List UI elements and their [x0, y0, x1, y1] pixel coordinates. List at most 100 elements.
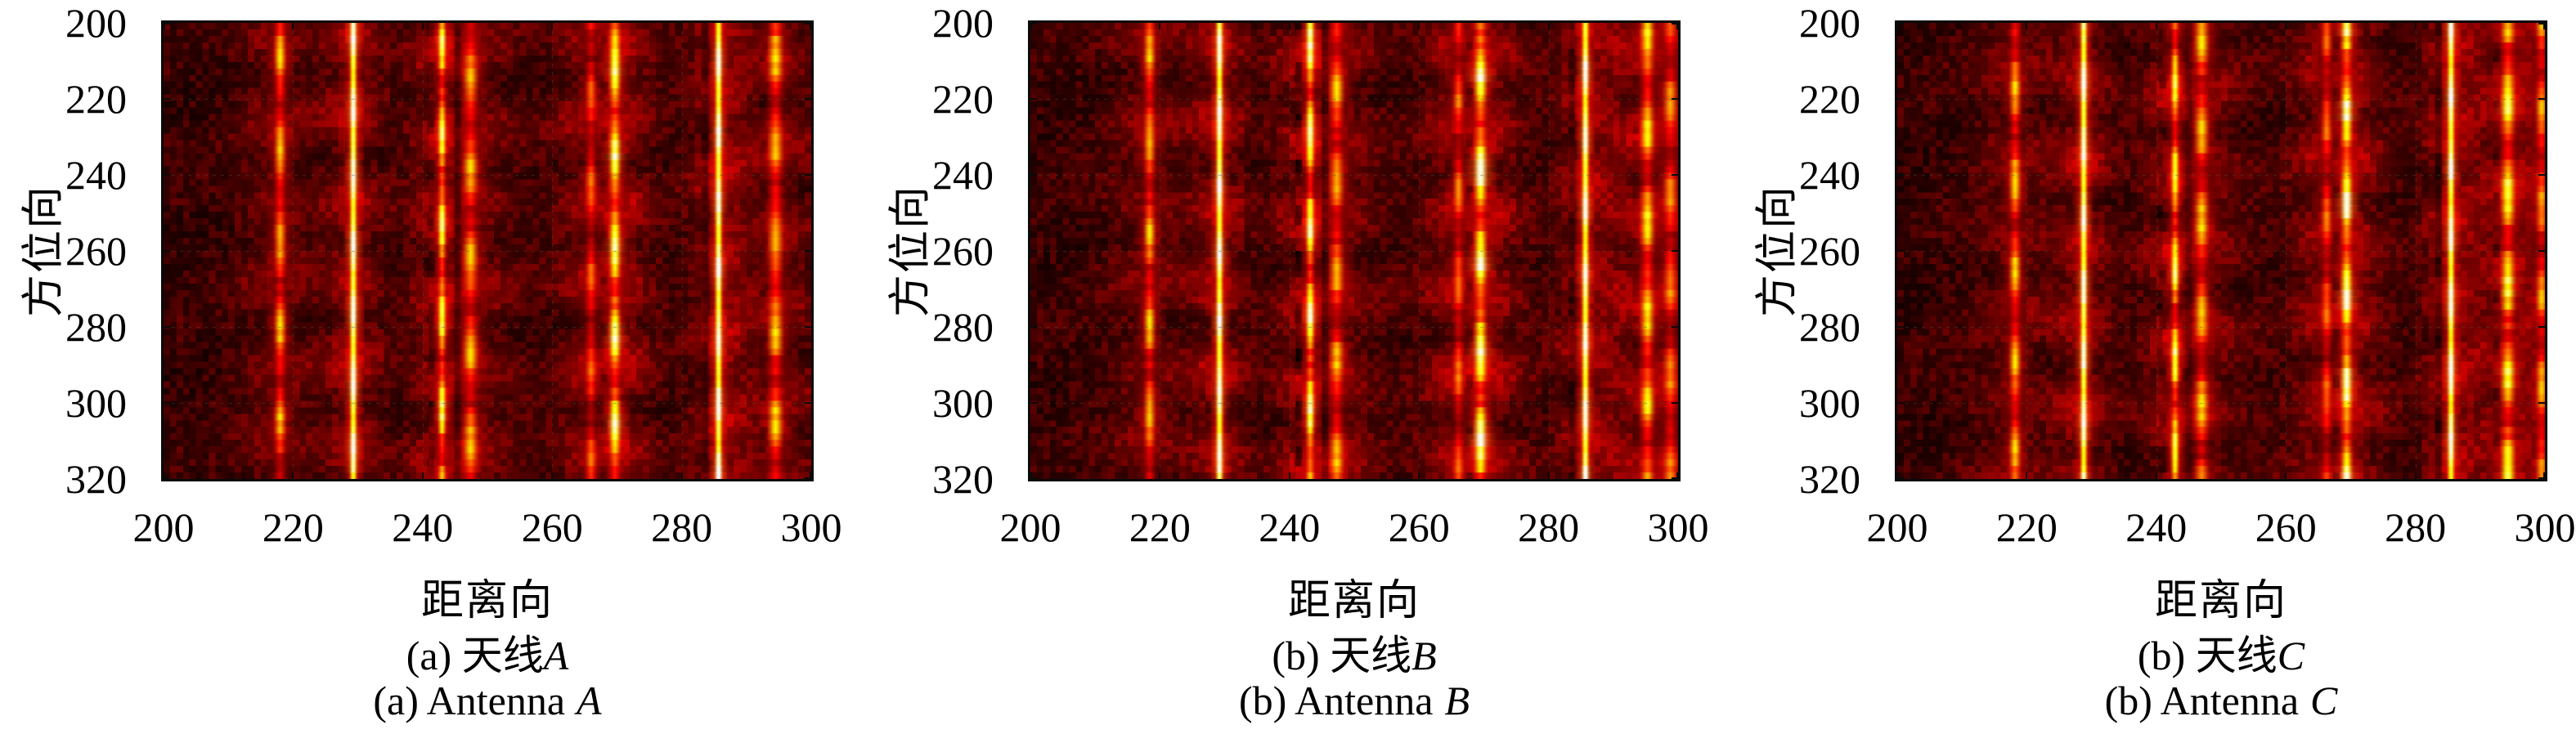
axis-tick-mark [1030, 326, 1037, 328]
axis-tick-mark [2415, 23, 2417, 29]
y-tick-label: 280 [65, 304, 127, 350]
axis-tick-mark [2285, 472, 2287, 479]
axis-tick-mark [805, 98, 811, 100]
y-tick-label: 220 [65, 76, 127, 122]
caption-prefix: (b) 天线 [1272, 633, 1412, 678]
x-axis-label: 距离向 [2154, 578, 2287, 624]
axis-tick-mark [1030, 23, 1037, 25]
x-tick-label: 280 [1518, 504, 1580, 550]
axis-tick-mark [1030, 174, 1037, 176]
axis-tick-mark [164, 472, 165, 479]
caption-letter: C [2277, 633, 2305, 678]
y-tick-label: 220 [932, 76, 994, 122]
axis-tick-mark [1030, 402, 1037, 404]
caption-letter: B [1411, 633, 1437, 678]
axis-tick-mark [1548, 472, 1550, 479]
axis-tick-mark [1030, 472, 1032, 479]
axis-tick-mark [810, 23, 811, 29]
x-tick-label: 280 [2385, 504, 2447, 550]
axis-tick-mark [2538, 23, 2545, 25]
caption-chinese: (b) 天线C [1856, 634, 2576, 677]
axis-tick-mark [1672, 402, 1678, 404]
caption-letter: A [543, 633, 569, 678]
axis-tick-mark [2538, 402, 2545, 404]
axis-tick-mark [164, 174, 170, 176]
axis-tick-mark [805, 477, 811, 479]
axis-tick-mark [1676, 23, 1678, 29]
caption-prefix: (b) Antenna [2104, 678, 2300, 723]
y-tick-label: 320 [932, 456, 994, 502]
y-tick-label: 260 [1799, 228, 1860, 274]
caption-prefix: (a) 天线 [406, 633, 544, 678]
axis-tick-mark [2156, 23, 2157, 29]
axis-tick-mark [805, 174, 811, 176]
axis-tick-mark [164, 477, 170, 479]
axis-tick-mark [1030, 250, 1037, 252]
axis-tick-mark [1289, 472, 1290, 479]
x-axis-tick-labels: 200 220 240 260 280 300 [1867, 504, 2576, 551]
axis-tick-mark [164, 23, 165, 29]
y-tick-label: 320 [65, 456, 127, 502]
x-axis-label: 距离向 [1287, 578, 1420, 624]
x-tick-label: 240 [2125, 504, 2188, 550]
y-tick-label: 300 [65, 380, 127, 426]
axis-tick-mark [164, 23, 170, 25]
axis-tick-mark [551, 472, 553, 479]
y-tick-label: 260 [65, 228, 127, 274]
axis-tick-mark [1897, 326, 1904, 328]
axis-tick-mark [810, 472, 811, 479]
y-tick-label: 260 [932, 228, 994, 274]
x-tick-label: 220 [1129, 504, 1191, 550]
y-tick-label: 240 [932, 152, 994, 198]
heatmap-plot-area [1028, 20, 1681, 481]
heatmap-plot-area [1895, 20, 2547, 481]
axis-tick-mark [422, 23, 424, 29]
caption-chinese: (b) 天线B [990, 634, 1719, 677]
axis-tick-mark [2538, 326, 2545, 328]
y-tick-label: 280 [1799, 304, 1860, 350]
y-axis-tick-labels: 200 220 240 260 280 300 320 [1734, 2, 1860, 499]
x-tick-label: 240 [1259, 504, 1321, 550]
caption-english: (b) Antenna C [1856, 679, 2576, 722]
caption-letter: C [2310, 678, 2338, 723]
y-tick-label: 200 [932, 0, 994, 46]
y-tick-label: 200 [1799, 0, 1860, 46]
caption-english: (b) Antenna B [990, 679, 1719, 722]
axis-tick-mark [1897, 98, 1904, 100]
axis-tick-mark [805, 250, 811, 252]
x-tick-label: 300 [2514, 504, 2576, 550]
caption-prefix: (b) Antenna [1239, 678, 1434, 723]
heatmap-stripes-canvas [1030, 23, 1678, 479]
axis-tick-mark [1676, 472, 1678, 479]
axis-tick-mark [164, 250, 170, 252]
axis-tick-mark [681, 23, 683, 29]
axis-tick-mark [2026, 23, 2027, 29]
y-tick-label: 300 [1799, 380, 1860, 426]
subplot-antenna-a: 方位向 200 220 240 260 280 300 320 200 220 240 260 28… [0, 0, 859, 734]
y-tick-label: 300 [932, 380, 994, 426]
x-tick-label: 200 [132, 504, 195, 550]
axis-tick-mark [1030, 23, 1032, 29]
y-tick-label: 240 [65, 152, 127, 198]
axis-tick-mark [1159, 23, 1160, 29]
x-axis-tick-labels: 200 220 240 260 280 300 [133, 504, 842, 551]
x-tick-label: 280 [651, 504, 713, 550]
y-axis-tick-labels: 200 220 240 260 280 300 320 [867, 2, 994, 499]
heatmap-stripes-canvas [164, 23, 811, 479]
axis-tick-mark [422, 472, 424, 479]
axis-tick-mark [1897, 174, 1904, 176]
x-tick-label: 220 [1995, 504, 2058, 550]
axis-tick-mark [1672, 23, 1678, 25]
axis-tick-mark [164, 402, 170, 404]
axis-tick-mark [805, 402, 811, 404]
heatmap-plot-area [161, 20, 814, 481]
axis-tick-mark [164, 98, 170, 100]
x-axis-label: 距离向 [420, 578, 554, 624]
axis-tick-mark [1897, 402, 1904, 404]
axis-tick-mark [292, 23, 294, 29]
axis-tick-mark [805, 326, 811, 328]
heatmap-stripes-canvas [1897, 23, 2545, 479]
x-tick-label: 220 [262, 504, 324, 550]
caption-chinese: (a) 天线A [123, 634, 852, 677]
